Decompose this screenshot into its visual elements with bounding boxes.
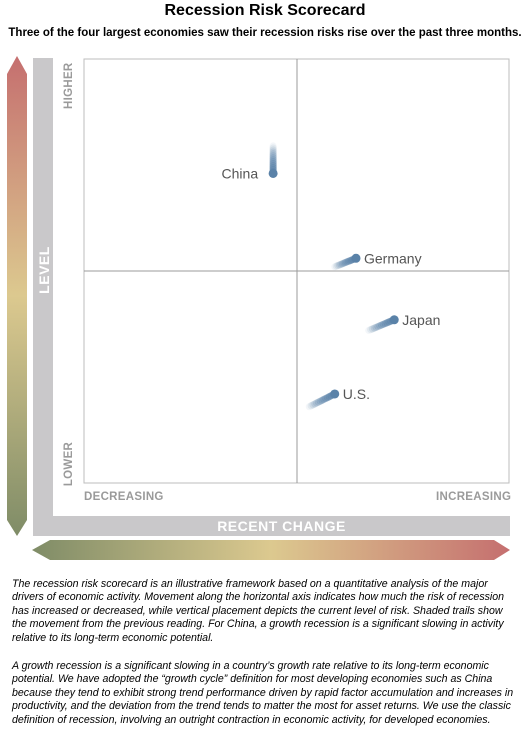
trail-segment: [379, 320, 389, 328]
trail-segment: [340, 259, 349, 267]
trail-segment: [322, 394, 331, 403]
trail-segment: [320, 395, 330, 403]
chart-subtitle: Three of the four largest economies saw …: [8, 27, 522, 39]
trail-segment: [313, 398, 322, 407]
x-tick-decreasing: DECREASING: [84, 491, 164, 503]
y-tick-lower: LOWER: [63, 441, 75, 487]
trail-segment: [335, 260, 345, 269]
trail-segment: [338, 259, 348, 268]
level-gradient-arrow: [7, 56, 27, 536]
trail-segment: [374, 322, 384, 331]
footnote-definition: A growth recession is a significant slow…: [12, 660, 514, 726]
trail-segment: [332, 262, 342, 270]
trail-segment: [376, 321, 385, 330]
trail-segment: [331, 262, 340, 271]
point-label: China: [222, 165, 259, 181]
point-label: U.S.: [343, 386, 370, 402]
trail-segment: [309, 400, 319, 409]
trail-segment: [368, 324, 378, 333]
y-tick-higher: HIGHER: [63, 62, 75, 109]
footnote-methodology: The recession risk scorecard is an illus…: [12, 578, 505, 644]
x-axis-band: [33, 516, 510, 536]
trail-segment: [316, 396, 326, 405]
trail-segment: [337, 260, 346, 268]
x-tick-increasing: INCREASING: [436, 491, 512, 503]
trail-segment: [365, 326, 375, 334]
change-gradient-arrow: [32, 540, 510, 560]
trail-segment: [367, 325, 376, 334]
point-label: Germany: [364, 250, 422, 266]
trail-segment: [307, 401, 317, 410]
trail-segment: [381, 319, 391, 328]
trail-segment: [318, 395, 328, 404]
data-point-germany: [351, 253, 361, 263]
trail-segment: [311, 399, 321, 408]
trail-segment: [372, 323, 382, 331]
trail-segment: [314, 397, 324, 406]
trail-segment: [344, 257, 354, 265]
data-point-china: [268, 168, 278, 178]
x-axis-title: RECENT CHANGE: [217, 518, 346, 534]
data-point-us: [330, 389, 340, 399]
data-point-japan: [389, 315, 399, 325]
data-marks: China Germany Japan U.S.: [222, 142, 440, 411]
trail-segment: [341, 258, 351, 267]
trail-segment: [378, 320, 387, 329]
y-axis-band: [33, 58, 53, 536]
trail-segment: [334, 261, 343, 270]
chart-title: Recession Risk Scorecard: [164, 2, 366, 19]
trail-segment: [370, 323, 380, 332]
point-label: Japan: [402, 312, 440, 328]
trail-segment: [343, 257, 352, 266]
trail-segment: [305, 402, 315, 411]
